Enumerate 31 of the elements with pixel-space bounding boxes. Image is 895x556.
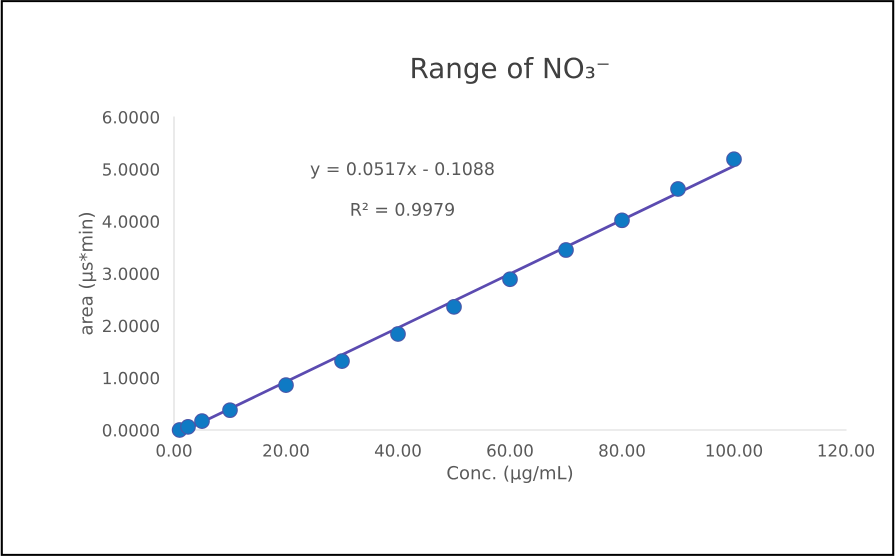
x-axis-title: Conc. (µg/mL) (447, 466, 572, 484)
y-tick-label: 2.0000 (103, 320, 160, 332)
point (670, 181, 686, 197)
y-tick-label: 5.0000 (103, 163, 160, 176)
annotation: R² = 0.9979 (352, 202, 454, 216)
x-tick-label: 120.00 (818, 444, 874, 457)
y-tick-label: 4.0000 (102, 215, 160, 228)
y-tick-label: 3.0000 (103, 267, 160, 280)
point (614, 212, 630, 228)
y-axis-title: area (µs*min) (78, 213, 96, 334)
point (558, 242, 574, 258)
point (278, 377, 294, 393)
y-tick-label: 1.0000 (104, 372, 160, 384)
x-tick-label: 0.00 (156, 444, 192, 457)
point (334, 353, 350, 369)
chart-title: Range of NO₃⁻ (412, 57, 609, 84)
point (390, 326, 406, 342)
point (726, 151, 742, 168)
y-tick-label: 6.0000 (102, 110, 160, 124)
point (446, 299, 462, 315)
point (180, 419, 196, 435)
point (502, 271, 518, 288)
x-tick-label: 100.00 (706, 444, 762, 457)
x-tick-label: 60.00 (487, 444, 533, 457)
annotation: y = 0.0517x - 0.1088 (310, 162, 494, 179)
x-tick-label: 20.00 (263, 444, 309, 457)
point (194, 413, 210, 429)
point (222, 402, 238, 418)
x-tick-label: 40.00 (374, 444, 421, 457)
y-tick-label: 0.0000 (102, 424, 160, 437)
x-tick-label: 80.00 (599, 444, 645, 457)
